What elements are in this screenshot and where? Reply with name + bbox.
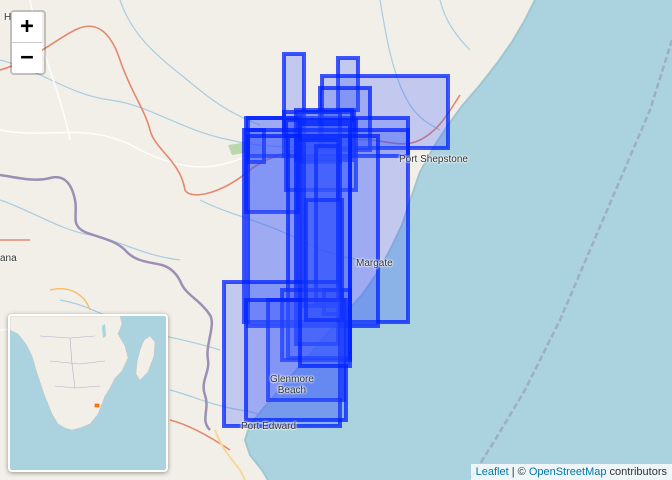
bbox-rectangle[interactable] (222, 280, 342, 428)
place-label-port-shepstone: Port Shepstone (399, 154, 468, 165)
minimap-africa-shape (10, 316, 166, 470)
place-label-glenmore-beach: Glenmore Beach (270, 374, 314, 396)
bbox-rectangle[interactable] (298, 122, 352, 368)
bbox-rectangle[interactable] (302, 138, 342, 308)
attribution-separator: | © (508, 466, 529, 478)
bbox-rectangle[interactable] (304, 198, 344, 322)
leaflet-link[interactable]: Leaflet (475, 466, 509, 478)
place-label-glenmore-beach-line1: Glenmore (270, 374, 314, 385)
openstreetmap-link[interactable]: OpenStreetMap (528, 466, 607, 478)
place-label-margate: Margate (356, 258, 393, 269)
minimap-location-marker (94, 403, 100, 408)
inset-minimap[interactable] (8, 314, 168, 472)
zoom-out-button[interactable]: − (12, 43, 42, 73)
attribution-contributors: contributors (606, 466, 667, 478)
bbox-rectangle[interactable] (314, 144, 340, 306)
bbox-rectangle[interactable] (242, 128, 410, 324)
zoom-in-button[interactable]: + (12, 12, 42, 43)
place-label-top-left: H (4, 12, 12, 23)
place-label-glenmore-beach-line2: Beach (277, 385, 307, 396)
place-label-port-edward: Port Edward (241, 421, 297, 432)
zoom-control: + − (10, 10, 46, 75)
map-attribution: Leaflet | © OpenStreetMap contributors (470, 464, 672, 480)
place-label-left-fragment: ana (0, 253, 17, 264)
